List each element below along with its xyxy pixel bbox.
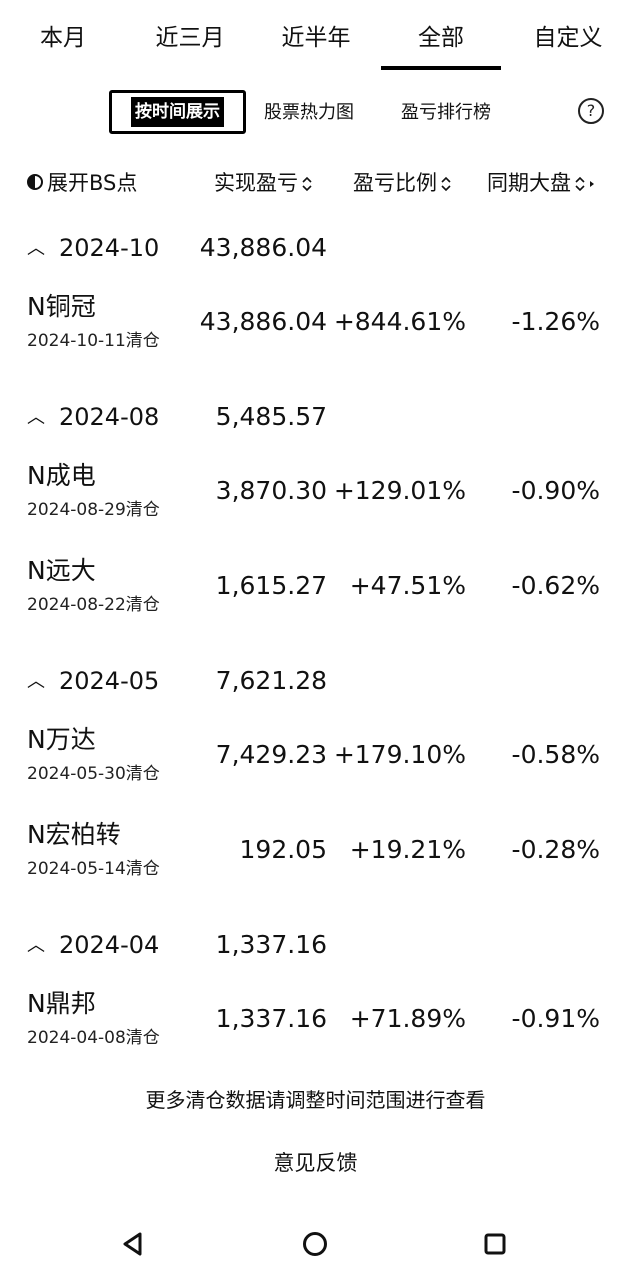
help-icon[interactable]: ? <box>578 98 604 124</box>
stock-ratio: +47.51% <box>349 571 466 600</box>
back-triangle-icon[interactable] <box>118 1229 148 1259</box>
stock-profit: 3,870.30 <box>215 476 327 505</box>
month-group-header[interactable]: ︿ 2024-04 1,337.16 <box>0 907 631 981</box>
month-total-profit: 1,337.16 <box>215 930 327 959</box>
market-change: -0.62% <box>511 571 600 600</box>
collapse-caret-icon: ︿ <box>27 671 45 692</box>
tab-all[interactable]: 全部 <box>418 25 464 51</box>
tab-last-three-months[interactable]: 近三月 <box>155 25 225 51</box>
system-nav-bar <box>0 1215 631 1275</box>
clear-date: 2024-05-30清仓 <box>27 764 160 784</box>
sort-market-header[interactable]: 同期大盘 <box>487 166 595 200</box>
column-header-row: 展开BS点 实现盈亏 盈亏比例 同期大盘 <box>0 162 631 202</box>
stock-row[interactable]: N鼎邦 2024-04-08清仓 1,337.16 +71.89% -0.91% <box>0 981 631 1076</box>
tab-this-month[interactable]: 本月 <box>40 25 86 51</box>
market-header-label: 同期大盘 <box>487 171 571 195</box>
view-by-time-button[interactable]: 按时间展示 <box>109 90 246 134</box>
market-change: -0.28% <box>511 835 600 864</box>
expand-bs-label: 展开BS点 <box>47 171 138 195</box>
scroll-right-icon <box>590 181 594 187</box>
month-label: ︿ 2024-10 <box>27 228 159 268</box>
market-change: -1.26% <box>511 307 600 336</box>
clear-date: 2024-08-22清仓 <box>27 595 160 615</box>
active-tab-indicator <box>381 66 501 70</box>
clear-date: 2024-08-29清仓 <box>27 500 160 520</box>
month-group-header[interactable]: ︿ 2024-05 7,621.28 <box>0 643 631 717</box>
sort-profit-header[interactable]: 实现盈亏 <box>214 166 312 200</box>
market-change: -0.91% <box>511 1004 600 1033</box>
stock-row[interactable]: N万达 2024-05-30清仓 7,429.23 +179.10% -0.58… <box>0 717 631 812</box>
profit-header-label: 实现盈亏 <box>214 171 298 195</box>
month-group-header[interactable]: ︿ 2024-08 5,485.57 <box>0 379 631 453</box>
half-circle-icon <box>27 174 43 190</box>
view-ranking-button[interactable]: 盈亏排行榜 <box>401 102 491 123</box>
stock-row[interactable]: N铜冠 2024-10-11清仓 43,886.04 +844.61% -1.2… <box>0 284 631 379</box>
stock-row[interactable]: N成电 2024-08-29清仓 3,870.30 +129.01% -0.90… <box>0 453 631 548</box>
stock-name: N远大 <box>27 556 96 585</box>
expand-bs-toggle[interactable]: 展开BS点 <box>27 166 137 200</box>
stock-profit: 43,886.04 <box>199 307 327 336</box>
collapse-caret-icon: ︿ <box>27 407 45 428</box>
stock-profit: 1,615.27 <box>215 571 327 600</box>
sort-icon <box>302 176 312 192</box>
stock-ratio: +129.01% <box>333 476 466 505</box>
month-text: 2024-10 <box>59 234 160 262</box>
month-text: 2024-05 <box>59 667 160 695</box>
stock-profit: 1,337.16 <box>215 1004 327 1033</box>
sort-icon <box>575 176 585 192</box>
period-tabs: 本月 近三月 近半年 全部 自定义 <box>0 0 631 72</box>
stock-row[interactable]: N远大 2024-08-22清仓 1,615.27 +47.51% -0.62% <box>0 548 631 643</box>
sort-ratio-header[interactable]: 盈亏比例 <box>353 166 451 200</box>
month-text: 2024-04 <box>59 931 160 959</box>
month-label: ︿ 2024-04 <box>27 925 159 965</box>
collapse-caret-icon: ︿ <box>27 935 45 956</box>
stock-row[interactable]: N宏柏转 2024-05-14清仓 192.05 +19.21% -0.28% <box>0 812 631 907</box>
month-total-profit: 7,621.28 <box>215 666 327 695</box>
view-heatmap-button[interactable]: 股票热力图 <box>264 102 354 123</box>
market-change: -0.58% <box>511 740 600 769</box>
stock-ratio: +71.89% <box>349 1004 466 1033</box>
feedback-link[interactable]: 意见反馈 <box>273 1151 358 1175</box>
month-group-header[interactable]: ︿ 2024-10 43,886.04 <box>0 210 631 284</box>
tab-last-half-year[interactable]: 近半年 <box>281 25 351 51</box>
clear-date: 2024-05-14清仓 <box>27 859 160 879</box>
stock-name: N铜冠 <box>27 292 96 321</box>
month-label: ︿ 2024-08 <box>27 397 159 437</box>
month-text: 2024-08 <box>59 403 160 431</box>
stock-ratio: +179.10% <box>333 740 466 769</box>
cleared-positions-list: ︿ 2024-10 43,886.04 N铜冠 2024-10-11清仓 43,8… <box>0 210 631 1076</box>
ratio-header-label: 盈亏比例 <box>353 171 437 195</box>
recents-square-icon[interactable] <box>480 1229 510 1259</box>
stock-profit: 7,429.23 <box>215 740 327 769</box>
more-data-hint: 更多清仓数据请调整时间范围进行查看 <box>145 1088 486 1112</box>
month-label: ︿ 2024-05 <box>27 661 159 701</box>
stock-ratio: +19.21% <box>349 835 466 864</box>
tab-custom[interactable]: 自定义 <box>533 25 603 51</box>
month-total-profit: 5,485.57 <box>215 402 327 431</box>
view-by-time-label: 按时间展示 <box>131 97 224 127</box>
collapse-caret-icon: ︿ <box>27 238 45 259</box>
clear-date: 2024-10-11清仓 <box>27 331 160 351</box>
stock-profit: 192.05 <box>239 835 327 864</box>
market-change: -0.90% <box>511 476 600 505</box>
clear-date: 2024-04-08清仓 <box>27 1028 160 1048</box>
stock-name: N鼎邦 <box>27 989 96 1018</box>
stock-name: N成电 <box>27 461 96 490</box>
stock-name: N万达 <box>27 725 96 754</box>
view-mode-bar: 按时间展示 股票热力图 盈亏排行榜 ? <box>0 86 631 138</box>
sort-icon <box>441 176 451 192</box>
month-total-profit: 43,886.04 <box>199 233 327 262</box>
stock-ratio: +844.61% <box>333 307 466 336</box>
home-circle-icon[interactable] <box>300 1229 330 1259</box>
stock-name: N宏柏转 <box>27 820 121 849</box>
